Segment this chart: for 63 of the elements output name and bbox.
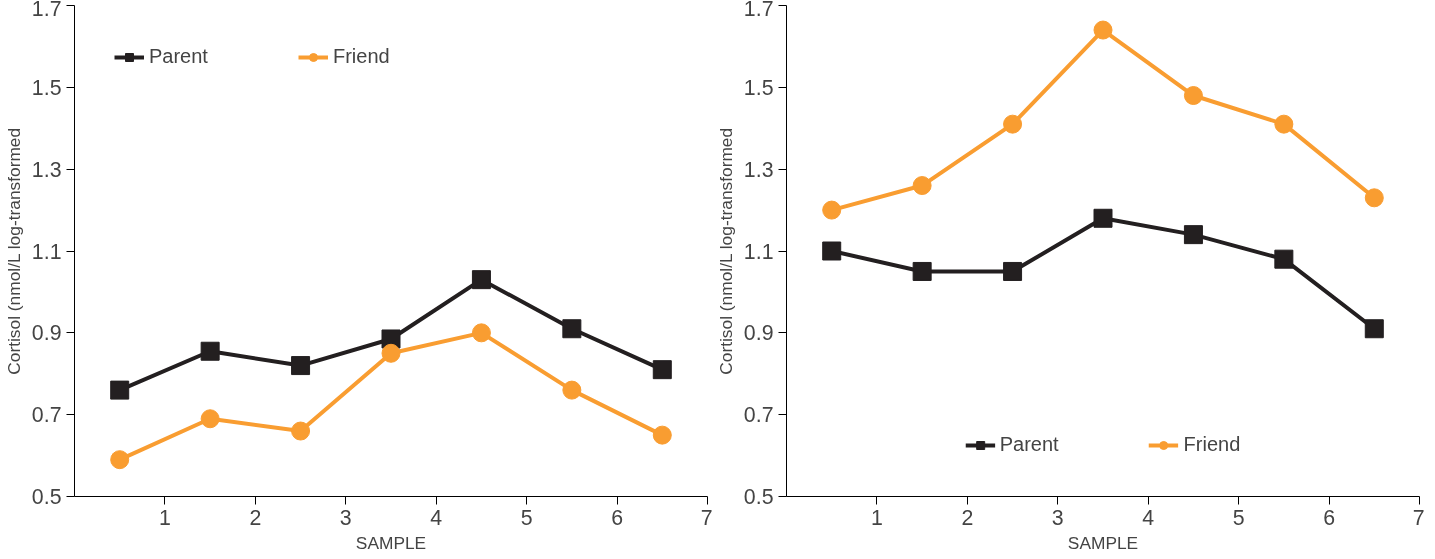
x-tick-label: 7 — [1412, 505, 1425, 530]
y-tick-label: 1.3 — [31, 157, 62, 182]
y-tick-label: 0.7 — [31, 403, 62, 428]
y-tick-label: 0.9 — [743, 321, 774, 346]
x-tick-label: 5 — [1232, 505, 1245, 530]
point — [471, 323, 491, 343]
point — [1364, 188, 1384, 208]
x-tick-label: 2 — [249, 505, 262, 530]
y-axis-title: Cortisol (nmol/L log-transformed — [3, 127, 24, 375]
x-tick-label: 6 — [611, 505, 624, 530]
point — [1183, 225, 1203, 245]
point — [1183, 86, 1203, 105]
point — [291, 356, 311, 376]
y-tick-label: 1.3 — [743, 157, 774, 182]
point — [200, 341, 220, 361]
point — [912, 176, 932, 196]
point — [1274, 114, 1294, 134]
y-tick-label: 1.7 — [743, 0, 774, 21]
y-tick-label: 0.5 — [31, 485, 62, 509]
x-axis-title: SAMPLE — [1067, 532, 1139, 553]
x-tick-label: 5 — [520, 505, 533, 530]
x-tick-label: 3 — [1051, 505, 1064, 530]
x-tick-label: 7 — [700, 505, 713, 530]
point — [652, 360, 672, 380]
point — [1364, 319, 1384, 339]
point — [110, 380, 130, 400]
point — [1003, 261, 1023, 281]
y-tick-label: 1.7 — [31, 0, 62, 21]
x-axis-title: SAMPLE — [355, 532, 427, 553]
x-tick-label: 6 — [1323, 505, 1336, 530]
point — [1093, 208, 1113, 228]
point — [1093, 20, 1113, 40]
y-tick-label: 0.5 — [743, 485, 774, 509]
point — [652, 425, 672, 445]
legend-label: Friend — [1183, 433, 1241, 456]
legend-label: Friend — [332, 45, 390, 68]
y-tick-label: 0.9 — [31, 321, 62, 346]
x-tick-label: 2 — [961, 505, 974, 530]
legend-label: Parent — [149, 45, 208, 68]
point — [471, 270, 491, 290]
x-tick-label: 4 — [430, 505, 443, 530]
point — [381, 343, 401, 363]
point — [822, 241, 842, 261]
point — [1003, 114, 1023, 134]
point — [200, 409, 220, 429]
point — [912, 261, 932, 281]
y-tick-label: 0.7 — [743, 403, 774, 428]
y-tick-label: 1.5 — [31, 75, 62, 100]
point — [110, 450, 130, 470]
y-tick-label: 1.1 — [743, 239, 774, 264]
legend-label: Parent — [999, 433, 1059, 456]
y-tick-label: 1.1 — [31, 239, 62, 264]
x-tick-label: 1 — [871, 505, 883, 530]
point — [562, 319, 582, 339]
x-tick-label: 1 — [159, 505, 171, 530]
point — [291, 421, 311, 441]
point — [1274, 249, 1294, 269]
y-axis-title: Cortisol (nmol/L log-transformed — [715, 127, 736, 375]
y-tick-label: 1.5 — [743, 75, 774, 100]
point — [562, 380, 582, 400]
point — [822, 200, 842, 220]
x-tick-label: 3 — [339, 505, 352, 530]
x-tick-label: 4 — [1142, 505, 1155, 530]
